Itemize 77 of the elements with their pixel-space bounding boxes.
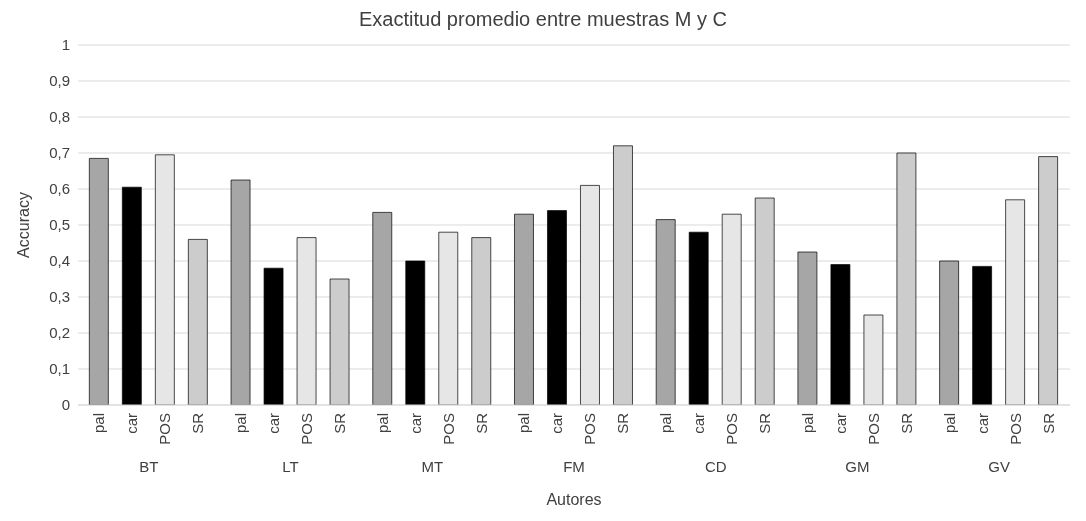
bar — [754, 197, 775, 405]
y-tick-label: 1 — [61, 36, 70, 54]
y-tick-label: 0,1 — [49, 360, 70, 378]
bar — [154, 154, 175, 405]
bar — [121, 186, 142, 405]
bar — [688, 231, 709, 405]
bar — [263, 267, 284, 405]
text: pal — [373, 413, 391, 434]
x-tick-label: LT — [282, 457, 299, 475]
bar — [1005, 199, 1025, 405]
text: POS — [156, 413, 174, 445]
bar — [655, 219, 676, 405]
text: POS — [864, 413, 882, 445]
text: pal — [657, 413, 675, 434]
y-tick-label: 0,8 — [49, 108, 70, 126]
text: pal — [90, 413, 108, 434]
bar — [797, 251, 818, 405]
text: POS — [581, 413, 599, 445]
bar — [230, 179, 251, 405]
x-tick-label: CD — [704, 457, 727, 475]
x-tick-label: MT — [421, 457, 444, 475]
y-tick-label: 0,7 — [49, 144, 70, 162]
x-tick-label: BT — [139, 457, 159, 475]
bar — [939, 260, 959, 405]
text: SR — [189, 412, 207, 434]
text: car — [548, 413, 566, 434]
bar — [405, 260, 426, 405]
y-tick-label: 0,6 — [49, 180, 70, 198]
x-tick-label: GM — [845, 457, 870, 475]
bar — [721, 213, 742, 405]
y-tick-label: 0,3 — [49, 288, 70, 306]
bar — [613, 145, 633, 405]
x-axis-title: Autores — [546, 491, 602, 508]
text: SR — [331, 413, 349, 434]
text: POS — [1006, 413, 1024, 445]
text: car — [406, 413, 424, 434]
text: POS — [723, 413, 741, 445]
chart-title: Exactitud promedio entre muestras M y C — [359, 8, 727, 30]
bar — [329, 278, 350, 405]
y-tick-label: 0,4 — [49, 252, 70, 270]
text: pal — [940, 413, 958, 434]
text: car — [690, 413, 708, 434]
text: SR — [756, 413, 774, 434]
bar — [972, 266, 992, 405]
bar — [580, 185, 600, 405]
bar — [1038, 156, 1058, 405]
text: SR — [472, 413, 490, 434]
bar — [514, 213, 534, 405]
y-axis-title: Accuracy — [14, 192, 32, 258]
y-tick-label: 0 — [61, 396, 70, 414]
text: pal — [798, 413, 816, 434]
bar — [187, 239, 208, 405]
text: POS — [439, 413, 457, 445]
text: pal — [232, 413, 250, 434]
y-tick-label: 0,9 — [49, 72, 70, 90]
text: pal — [515, 413, 533, 434]
text: POS — [298, 413, 316, 445]
text: car — [265, 413, 283, 434]
text: SR — [614, 413, 632, 434]
bar — [372, 212, 393, 405]
bar — [896, 152, 917, 405]
bar — [438, 231, 459, 405]
bar — [296, 237, 317, 405]
bar — [471, 237, 492, 405]
bar — [88, 158, 109, 405]
bar — [830, 264, 851, 405]
y-tick-label: 0,2 — [49, 324, 70, 342]
bar — [547, 210, 567, 405]
text: car — [973, 413, 991, 434]
x-tick-label: GV — [988, 457, 1010, 475]
text: car — [123, 413, 141, 434]
y-tick-label: 0,5 — [49, 216, 70, 234]
bar — [863, 314, 884, 405]
text: SR — [1039, 413, 1057, 434]
x-tick-label: FM — [563, 457, 585, 475]
text: SR — [897, 413, 915, 434]
text: car — [831, 413, 849, 434]
